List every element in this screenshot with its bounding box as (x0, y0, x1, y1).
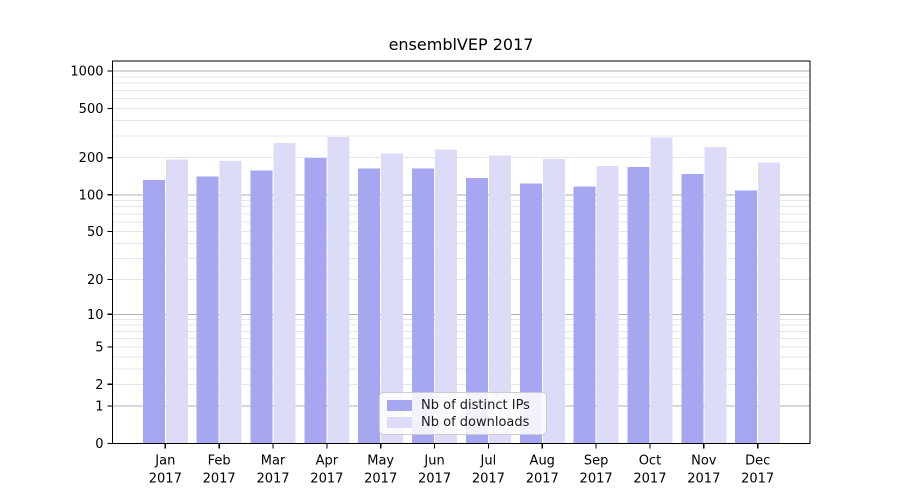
bar-downloads-dec (758, 162, 781, 444)
bar-distinct-ips-may (358, 168, 381, 444)
x-tick-label-month: Mar (261, 454, 286, 469)
bar-distinct-ips-dec (735, 190, 758, 444)
x-tick-label-year: 2017 (256, 472, 289, 487)
x-tick-label-month: Dec (745, 454, 770, 469)
y-tick-label: 20 (87, 273, 104, 288)
y-tick-label: 0 (95, 437, 103, 452)
x-tick-label-year: 2017 (203, 472, 236, 487)
bar-downloads-may (381, 153, 404, 444)
bar-downloads-aug (542, 158, 565, 444)
y-tick-label: 1 (95, 400, 103, 415)
x-tick-label-year: 2017 (741, 472, 774, 487)
x-tick-label-month: Jan (154, 454, 175, 469)
x-tick-label-year: 2017 (580, 472, 613, 487)
legend-item-downloads: Nb of downloads (387, 414, 537, 430)
x-tick-label-month: Feb (208, 454, 231, 469)
x-tick-label-year: 2017 (526, 472, 559, 487)
y-tick-label: 5 (95, 340, 103, 355)
legend-item-distinct-ips: Nb of distinct IPs (387, 397, 537, 413)
x-tick-label-month: Nov (691, 454, 717, 469)
bar-distinct-ips-jan (142, 179, 165, 444)
x-tick-label-month: Jul (480, 454, 497, 469)
x-tick-label-month: Oct (639, 454, 661, 469)
bar-downloads-apr (327, 136, 350, 444)
bar-downloads-feb (219, 160, 242, 444)
x-tick-label-month: Sep (584, 454, 609, 469)
y-tick-label: 100 (79, 188, 104, 203)
bar-downloads-sep (596, 165, 619, 444)
x-tick-label-month: May (367, 454, 394, 469)
y-tick-label: 10 (87, 308, 104, 323)
y-tick-label: 200 (79, 151, 104, 166)
x-tick-label-year: 2017 (687, 472, 720, 487)
legend: Nb of distinct IPs Nb of downloads (379, 392, 547, 435)
x-tick-label-month: Apr (316, 454, 339, 469)
x-tick-label-year: 2017 (633, 472, 666, 487)
x-tick-label-year: 2017 (418, 472, 451, 487)
bar-downloads-jul (488, 155, 511, 444)
y-tick-label: 50 (87, 225, 104, 240)
y-tick-label: 2 (95, 378, 103, 393)
bar-downloads-mar (273, 142, 296, 444)
x-tick-label-year: 2017 (364, 472, 397, 487)
bar-distinct-ips-mar (250, 170, 273, 444)
x-tick-label-month: Jun (423, 454, 444, 469)
bar-distinct-ips-nov (681, 173, 704, 444)
legend-label-distinct-ips: Nb of distinct IPs (421, 397, 530, 413)
x-tick-label-month: Aug (530, 454, 555, 469)
legend-label-downloads: Nb of downloads (421, 414, 530, 430)
x-tick-label-year: 2017 (472, 472, 505, 487)
bar-distinct-ips-feb (196, 176, 219, 444)
x-tick-label-year: 2017 (149, 472, 182, 487)
bar-downloads-oct (650, 137, 673, 444)
chart-title: ensemblVEP 2017 (388, 35, 534, 54)
bar-distinct-ips-aug (519, 183, 542, 444)
bar-downloads-jan (165, 159, 188, 444)
bar-downloads-jun (435, 149, 458, 444)
y-tick-label: 1000 (70, 65, 103, 80)
bar-distinct-ips-sep (573, 186, 596, 444)
bar-distinct-ips-jun (412, 168, 435, 444)
y-tick-label: 500 (79, 102, 104, 117)
bar-downloads-nov (704, 146, 727, 444)
bar-distinct-ips-apr (304, 157, 327, 444)
x-tick-label-year: 2017 (310, 472, 343, 487)
legend-swatch-downloads (387, 416, 412, 428)
legend-swatch-distinct-ips (387, 399, 412, 411)
bar-distinct-ips-oct (627, 167, 650, 444)
bar-distinct-ips-jul (465, 177, 488, 444)
plot-frame (111, 60, 811, 445)
